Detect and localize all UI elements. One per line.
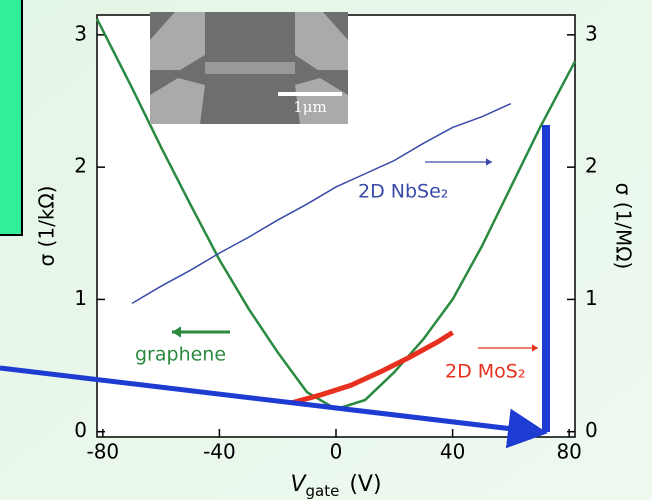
series-label: 2D NbSe₂ (358, 181, 448, 203)
y2-tick-label: 2 (585, 154, 598, 178)
x-tick-label: 40 (440, 440, 465, 464)
x-tick-label: 80 (556, 440, 581, 464)
y2-tick-label: 3 (585, 21, 598, 45)
scale-label: 1μm (293, 98, 327, 116)
slide: -80-400408001230123graphene2D NbSe₂2D Mo… (0, 0, 652, 500)
inset: 1μm (150, 12, 348, 124)
y-tick-label: 2 (74, 154, 87, 178)
y2-tick-label: 0 (585, 418, 598, 442)
y-tick-label: 1 (74, 286, 87, 310)
y-tick-label: 0 (74, 418, 87, 442)
x-tick-label: 0 (330, 440, 343, 464)
x-label-unit: (V) (349, 472, 381, 497)
highlight-bar (542, 125, 550, 432)
x-label-sub: gate (306, 482, 340, 500)
y-axis-label: σ (1/kΩ) (35, 186, 59, 267)
side-box (0, 0, 22, 235)
scale-bar (278, 92, 342, 96)
series-label: graphene (135, 344, 226, 366)
x-tick-label: -80 (86, 440, 119, 464)
channel (205, 62, 295, 74)
y2-tick-label: 1 (585, 286, 598, 310)
y-tick-label: 3 (74, 21, 87, 45)
x-tick-label: -40 (203, 440, 236, 464)
series-label: 2D MoS₂ (445, 361, 525, 383)
y2-axis-label: σ (1/MΩ) (612, 183, 636, 270)
